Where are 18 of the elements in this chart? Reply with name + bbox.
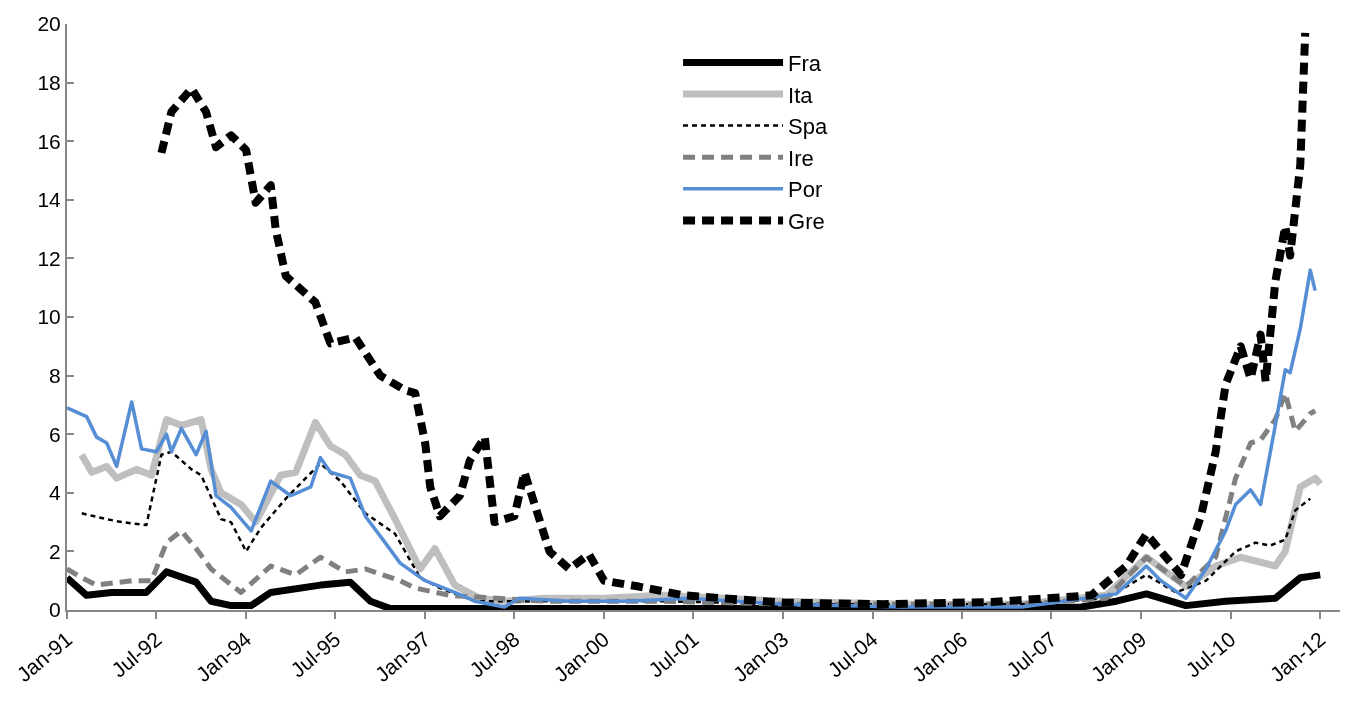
- y-tick-label: 4: [49, 481, 62, 505]
- legend-label: Ire: [788, 145, 814, 171]
- y-tick-label: 16: [37, 129, 61, 153]
- y-tick-label: 18: [37, 70, 61, 94]
- y-tick-label: 6: [49, 422, 61, 446]
- y-tick-label: 14: [37, 188, 62, 212]
- y-tick-label: 8: [49, 363, 61, 387]
- y-tick-label: 2: [49, 539, 61, 563]
- y-tick-label: 20: [37, 12, 61, 36]
- legend-label: Gre: [788, 208, 825, 234]
- y-tick-label: 12: [37, 246, 61, 270]
- line-series: [67, 268, 1317, 609]
- legend-label: Por: [788, 177, 823, 203]
- y-tick-label: 10: [37, 305, 61, 329]
- legend-label: Fra: [788, 50, 822, 76]
- y-tick-label: 0: [49, 598, 61, 622]
- legend-label: Ita: [788, 82, 814, 108]
- legend-label: Spa: [788, 114, 828, 140]
